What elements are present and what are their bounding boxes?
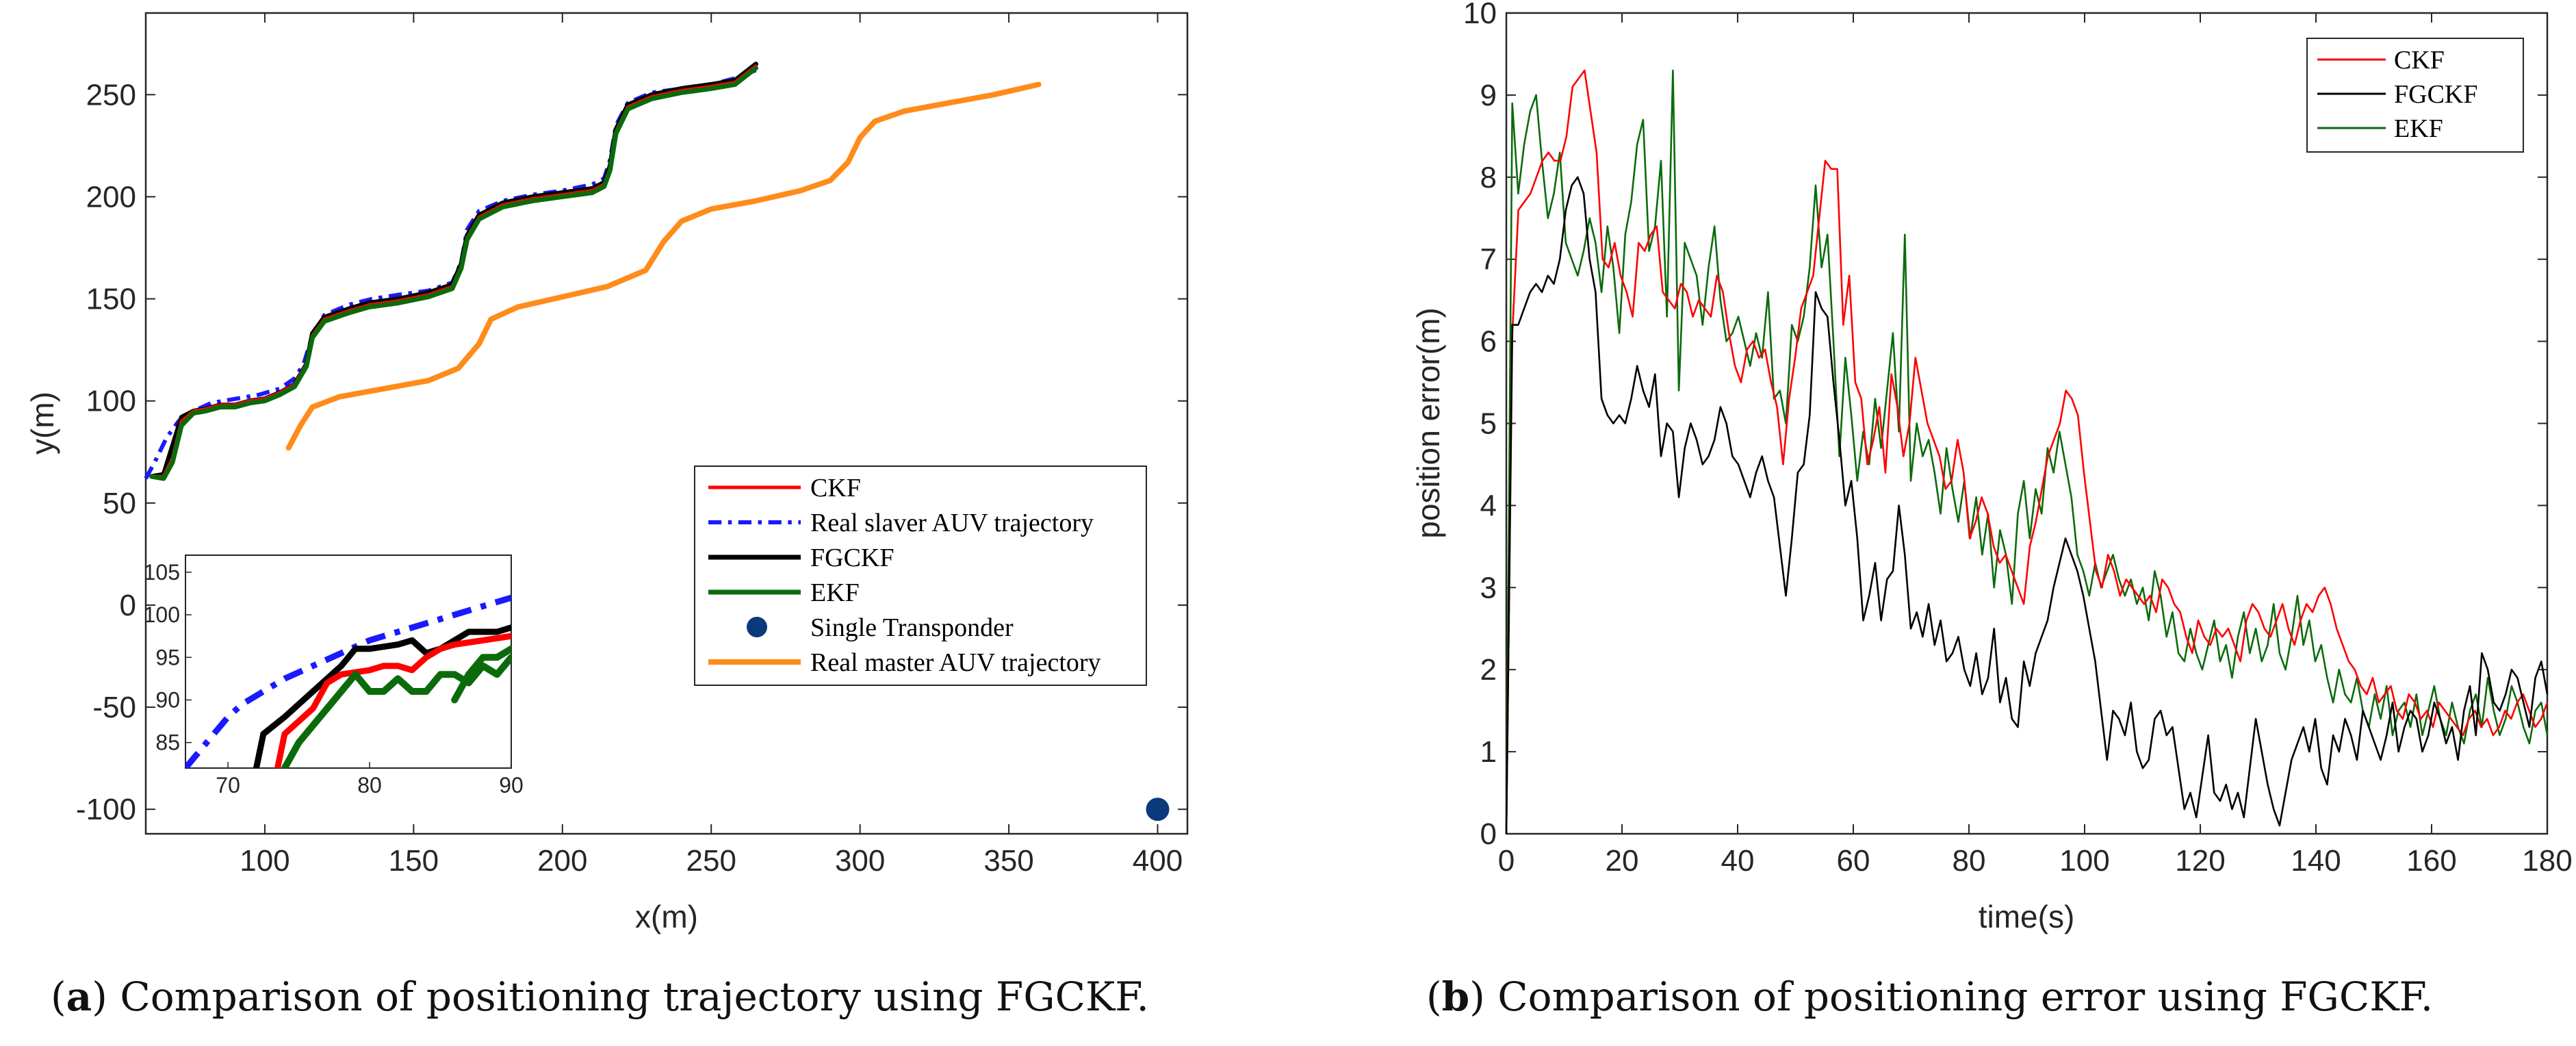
a-legend-label-ckf: CKF xyxy=(810,474,861,502)
b-series-ekf xyxy=(1505,69,2549,834)
b-ytick-label: 7 xyxy=(1480,243,1497,277)
a-ytick-label: 0 xyxy=(120,589,136,622)
b-legend-label-ckf: CKF xyxy=(2394,46,2445,75)
a-series-ekf xyxy=(149,66,758,481)
caption-b-text: Comparison of positioning error using FG… xyxy=(1497,973,2433,1020)
panel-b-series xyxy=(1505,69,2549,834)
b-series-fgckf xyxy=(1505,176,2549,834)
inset-ytick-label: 100 xyxy=(144,602,180,627)
caption-a: (a) Comparison of positioning trajectory… xyxy=(51,973,1149,1020)
a-legend-swatch-single-transponder xyxy=(747,617,767,637)
b-ytick-label: 1 xyxy=(1480,735,1497,769)
a-xtick-label: 150 xyxy=(389,844,439,878)
panel-a-trajectory-chart: 100 150 200 250 300 350 400 -100 -50 0 50 100 150 200… xyxy=(25,12,1189,934)
inset-series-fgckf xyxy=(253,624,511,768)
a-legend-label-real-slaver-auv-trajectory: Real slaver AUV trajectory xyxy=(810,509,1094,537)
b-xtick-label: 100 xyxy=(2059,844,2109,878)
b-ytick-label: 8 xyxy=(1480,161,1497,194)
a-legend-label-real-master-auv-trajectory: Real master AUV trajectory xyxy=(810,648,1101,677)
inset-ytick-label: 90 xyxy=(155,687,180,712)
b-ytick-label: 4 xyxy=(1480,489,1497,522)
a-series-real-master-auv-trajectory xyxy=(285,81,1042,451)
a-legend-label-single-transponder: Single Transponder xyxy=(810,613,1014,642)
b-xtick-label: 140 xyxy=(2291,844,2341,878)
inset-xtick-label: 80 xyxy=(357,773,382,798)
a-ytick-label: -50 xyxy=(92,691,136,724)
caption-b-label: b xyxy=(1442,973,1470,1020)
inset-ytick-label: 105 xyxy=(144,560,180,585)
panel-a-legend-box xyxy=(694,465,1147,686)
b-ytick-label: 6 xyxy=(1480,325,1497,359)
panel-a-legend: CKF Real slaver AUV trajectory FGCKF EKF Sin… xyxy=(694,465,1147,686)
inset-series xyxy=(185,594,511,768)
b-ytick-label: 9 xyxy=(1480,79,1497,112)
svg-text:(b) Comparison of positioning: (b) Comparison of positioning error usin… xyxy=(1426,973,2433,1020)
a-ytick-label: 250 xyxy=(86,78,136,112)
b-xtick-label: 60 xyxy=(1837,844,1870,878)
a-point-single-transponder xyxy=(1146,798,1170,821)
panel-a-axes: 100 150 200 250 300 350 400 -100 -50 0 50 100 150 200… xyxy=(76,13,1187,878)
a-legend-label-ekf: EKF xyxy=(810,578,860,607)
panel-a-ylabel: y(m) xyxy=(25,392,60,455)
b-xtick-label: 180 xyxy=(2522,844,2572,878)
panel-a-xlabel: x(m) xyxy=(635,899,698,934)
b-ytick-label: 2 xyxy=(1480,653,1497,687)
a-xtick-label: 250 xyxy=(686,844,736,878)
a-ytick-label: 150 xyxy=(86,283,136,316)
b-legend-label-fgckf: FGCKF xyxy=(2394,80,2478,109)
panel-a-inset-zoom: 70 80 90 85 90 95 100 105 xyxy=(144,554,524,798)
a-xtick-label: 300 xyxy=(835,844,885,878)
b-xtick-label: 120 xyxy=(2175,844,2225,878)
panel-b-error-chart: 0 20 40 60 80 100 120 140 160 180 0 1 2 3 4 5 6 7 8 9 10 tim… xyxy=(1411,0,2573,934)
a-xtick-label: 100 xyxy=(240,844,289,878)
a-xtick-label: 350 xyxy=(983,844,1033,878)
inset-xtick-label: 90 xyxy=(499,773,524,798)
inset-ytick-label: 85 xyxy=(155,730,180,755)
b-ytick-label: 5 xyxy=(1480,407,1497,441)
b-xtick-label: 40 xyxy=(1721,844,1755,878)
b-series-ckf xyxy=(1505,69,2549,834)
b-ytick-label: 0 xyxy=(1480,817,1497,851)
inset-xtick-label: 70 xyxy=(216,773,240,798)
a-ytick-label: 100 xyxy=(86,385,136,418)
b-legend-label-ekf: EKF xyxy=(2394,114,2443,143)
panel-b-legend: CKF FGCKF EKF xyxy=(2306,38,2524,153)
a-ytick-label: 50 xyxy=(103,487,136,520)
inset-ytick-label: 95 xyxy=(155,645,180,669)
inset-series-real-slaver-auv-trajectory xyxy=(185,594,511,768)
caption-a-text: Comparison of positioning trajectory usi… xyxy=(120,973,1149,1020)
panel-b-legend-box xyxy=(2306,38,2524,153)
b-ytick-label: 3 xyxy=(1480,571,1497,604)
a-xtick-label: 400 xyxy=(1133,844,1183,878)
b-xtick-label: 80 xyxy=(1953,844,1986,878)
a-ytick-label: 200 xyxy=(86,180,136,214)
inset-series-ckf xyxy=(274,633,511,768)
a-xtick-label: 200 xyxy=(537,844,587,878)
inset-series-ekf-branch xyxy=(451,645,511,704)
panel-b-xlabel: time(s) xyxy=(1979,899,2075,934)
svg-text:(a) Comparison of positioning: (a) Comparison of positioning trajectory… xyxy=(51,973,1149,1020)
b-xtick-label: 0 xyxy=(1498,844,1515,878)
b-xtick-label: 160 xyxy=(2406,844,2456,878)
b-xtick-label: 20 xyxy=(1606,844,1639,878)
caption-a-label: a xyxy=(66,973,92,1020)
panel-b-axes: 0 20 40 60 80 100 120 140 160 180 0 1 2 3 4 5 6 7 8 9 10 xyxy=(1463,0,2573,878)
a-legend-label-fgckf: FGCKF xyxy=(810,544,894,572)
caption-b: (b) Comparison of positioning error usin… xyxy=(1426,973,2433,1020)
panel-b-ylabel: position error(m) xyxy=(1411,307,1446,538)
a-ytick-label: -100 xyxy=(76,793,136,826)
b-ytick-label: 10 xyxy=(1463,0,1497,30)
panel-a-series xyxy=(144,62,1170,821)
inset-series-ekf xyxy=(281,654,511,768)
inset-axes: 70 80 90 85 90 95 100 105 xyxy=(144,560,524,798)
